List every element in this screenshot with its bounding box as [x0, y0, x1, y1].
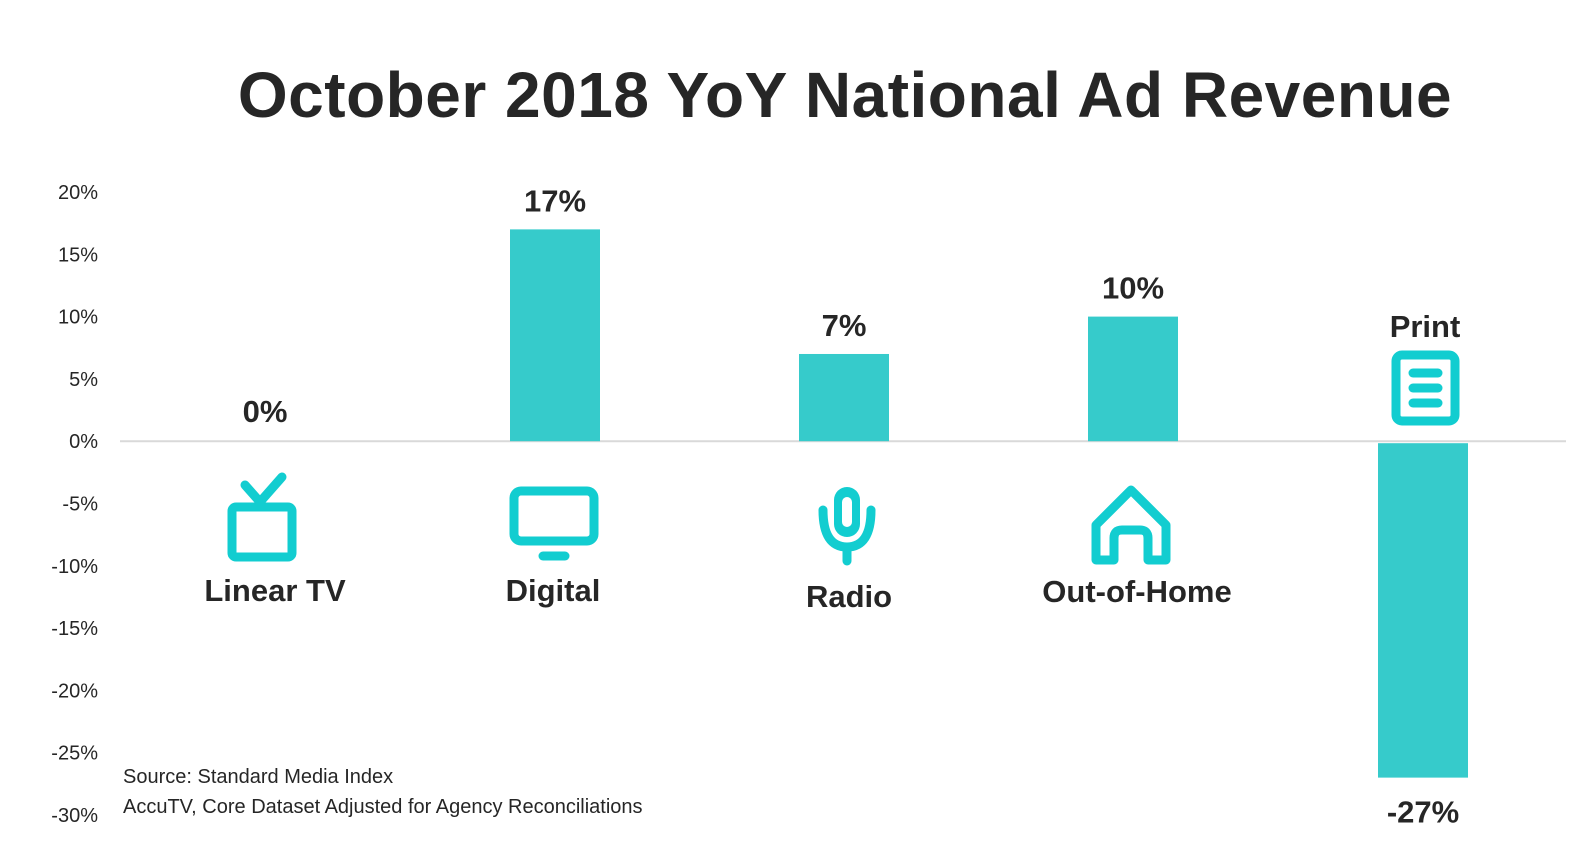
y-tick-label: 20% [58, 182, 98, 204]
microphone-icon [818, 487, 876, 566]
bar [799, 353, 889, 442]
y-tick-label: 10% [58, 307, 98, 329]
category-label: Radio [806, 579, 892, 614]
document-icon [1391, 350, 1460, 426]
house-icon [1091, 485, 1171, 565]
category-label: Print [1390, 309, 1461, 344]
chart-title: October 2018 YoY National Ad Revenue [237, 59, 1453, 131]
source-line-1: Source: Standard Media Index [123, 766, 394, 788]
y-tick-label: -5% [62, 494, 98, 516]
y-tick-label: -15% [51, 618, 98, 640]
data-label: 10% [1102, 271, 1164, 306]
data-label: -27% [1387, 795, 1459, 830]
y-tick-label: -30% [51, 805, 98, 827]
data-label: 7% [822, 308, 867, 343]
bar [1378, 443, 1468, 778]
monitor-icon [509, 486, 599, 561]
category-label: Digital [506, 573, 601, 608]
tv-icon [227, 472, 297, 562]
y-tick-label: 15% [58, 244, 98, 266]
category-label: Out-of-Home [1042, 574, 1231, 609]
bar [510, 229, 600, 442]
bar [1088, 316, 1178, 442]
y-tick-label: -25% [51, 743, 98, 765]
y-tick-label: 0% [69, 431, 98, 453]
data-label: 17% [524, 183, 586, 218]
category-label: Linear TV [204, 573, 346, 608]
y-tick-label: -20% [51, 680, 98, 702]
y-tick-label: 5% [69, 369, 98, 391]
source-line-2: AccuTV, Core Dataset Adjusted for Agency… [123, 796, 643, 818]
y-tick-label: -10% [51, 556, 98, 578]
data-label: 0% [243, 394, 288, 429]
